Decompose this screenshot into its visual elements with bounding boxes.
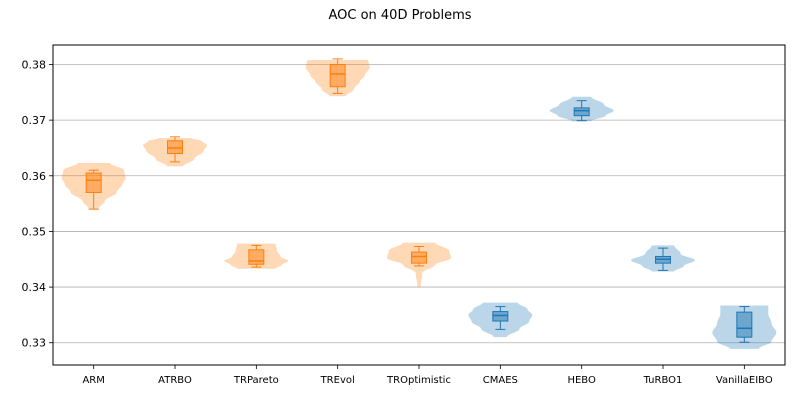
x-tick-label: HEBO [567, 375, 596, 386]
x-tick-label: ATRBO [158, 375, 192, 386]
box-trevol [329, 58, 346, 94]
x-tick-label: VanillaEIBO [716, 375, 773, 386]
x-tick-label: TRPareto [233, 375, 279, 386]
iqr-box [492, 311, 509, 322]
box-arm [85, 169, 102, 210]
y-tick-label: 0.34 [22, 281, 47, 294]
box-atrbo [167, 136, 183, 163]
iqr-box [248, 249, 265, 265]
x-tick-label: TuRBO1 [643, 375, 683, 386]
iqr-box [85, 172, 102, 193]
y-tick-label: 0.37 [22, 114, 47, 127]
axis-layer: 0.33 0.34 0.35 0.36 0.37 0.38 ARM ATRBO TRPareto… [22, 58, 773, 386]
box-turbo1 [655, 247, 671, 271]
iqr-box [736, 311, 753, 338]
box-trpareto [248, 244, 265, 268]
violin-layer [61, 60, 777, 349]
y-tick-label: 0.33 [22, 337, 47, 350]
y-tick-label: 0.38 [22, 58, 47, 71]
x-tick-label: TREvol [320, 375, 355, 386]
grid-layer [53, 64, 785, 344]
iqr-box [573, 107, 590, 117]
box-layer [85, 58, 753, 343]
chart-title: AOC on 40D Problems [328, 8, 471, 23]
y-tick-label: 0.35 [22, 225, 47, 238]
plot-frame [52, 44, 786, 366]
box-hebo [573, 100, 590, 122]
box-vanillaeibo [736, 306, 753, 343]
iqr-box [329, 63, 346, 88]
iqr-box [167, 140, 183, 155]
box-troptimistic [411, 245, 427, 267]
x-tick-label: TROptimistic [386, 375, 451, 386]
iqr-box [411, 251, 427, 264]
box-cmaes [492, 306, 509, 330]
x-tick-label: CMAES [483, 375, 518, 386]
y-tick-label: 0.36 [22, 170, 47, 183]
x-tick-label: ARM [82, 375, 104, 386]
